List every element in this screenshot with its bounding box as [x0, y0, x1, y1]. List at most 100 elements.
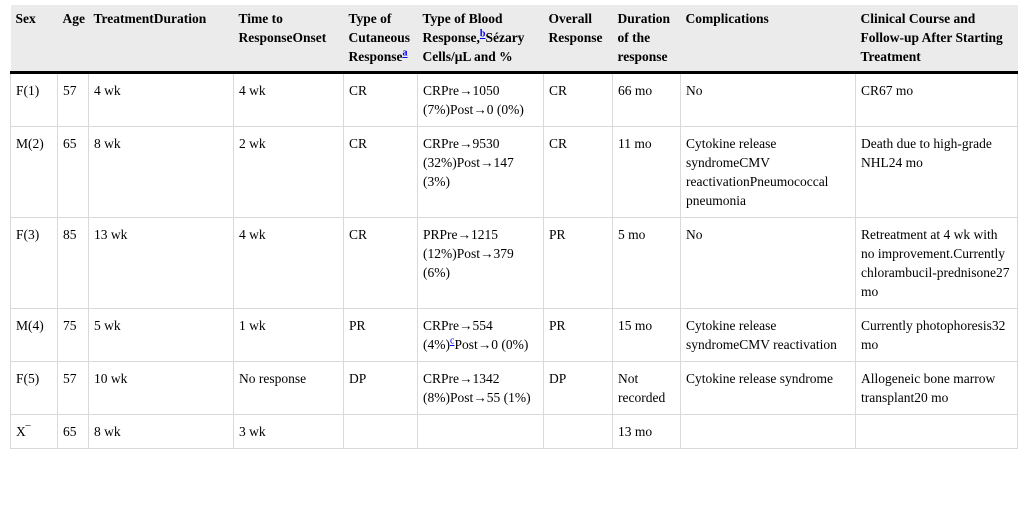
- cell-complications: [680, 414, 856, 449]
- cell-sex: M(2): [10, 126, 58, 218]
- cell-text: DP: [349, 371, 367, 386]
- cell-complications: No: [680, 72, 856, 127]
- cell-text: 3 wk: [239, 424, 266, 439]
- cell-text: 85: [63, 227, 77, 242]
- cell-text: CRPre→1342 (8%)Post→55 (1%): [423, 371, 531, 405]
- column-header-cutaneous-response: Type of Cutaneous Responsea: [343, 5, 418, 74]
- cell-text: F(3): [16, 227, 40, 242]
- cell-blood-response: CRPre→554 (4%)cPost→0 (0%): [417, 308, 544, 362]
- cell-text: 8 wk: [94, 136, 121, 151]
- cell-clinical-course: Retreatment at 4 wk with no improvement.…: [855, 217, 1018, 309]
- column-header-clinical-course: Clinical Course and Follow-up After Star…: [855, 5, 1018, 74]
- cell-text: TreatmentDuration: [93, 11, 207, 26]
- table-row-5: F(5) 57 10 wk No response DP CRPre→1342 (8%)P…: [10, 361, 1018, 415]
- cell-complications: Cytokine release syndromeCMV reactivatio…: [680, 126, 856, 218]
- cell-text: 5 mo: [618, 227, 646, 242]
- cell-text: No response: [239, 371, 307, 386]
- cell-treatment-duration: 4 wk: [88, 72, 234, 127]
- footnote-link-c[interactable]: c: [450, 335, 455, 347]
- cell-text: Age: [62, 11, 86, 26]
- cell-text: 65: [63, 424, 77, 439]
- cell-cutaneous-response: DP: [343, 361, 418, 415]
- document-page: Sex Age TreatmentDuration Time to ResponseO…: [0, 5, 1029, 523]
- cell-overall-response: PR: [543, 308, 613, 362]
- cell-text: 4 wk: [239, 227, 266, 242]
- cell-text: PR: [549, 318, 566, 333]
- cell-response-duration: 66 mo: [612, 72, 681, 127]
- cell-text: Time to ResponseOnset: [238, 11, 327, 45]
- table-row-1: F(1) 57 4 wk 4 wk CR CRPre→1050 (7%)Post→0 (0…: [10, 72, 1018, 127]
- cell-overall-response: [543, 414, 613, 449]
- cell-response-duration: Not recorded: [612, 361, 681, 415]
- cell-clinical-course: Allogeneic bone marrow transplant20 mo: [855, 361, 1018, 415]
- cell-text: CRPre→1050 (7%)Post→0 (0%): [423, 83, 524, 117]
- cell-text: 57: [63, 371, 77, 386]
- cell-text: Sex: [15, 11, 36, 26]
- cell-clinical-course: [855, 414, 1018, 449]
- cell-age: 85: [57, 217, 89, 309]
- column-header-age: Age: [57, 5, 89, 74]
- cell-text: Currently photophoresis32 mo: [861, 318, 1006, 352]
- table-row-2: M(2) 65 8 wk 2 wk CR CRPre→9530 (32%)Post→147…: [10, 126, 1018, 218]
- cell-cutaneous-response: PR: [343, 308, 418, 362]
- cell-cutaneous-response: CR: [343, 126, 418, 218]
- cell-clinical-course: Death due to high-grade NHL24 mo: [855, 126, 1018, 218]
- cell-text: CR: [549, 83, 568, 98]
- cell-text: CRPre→9530 (32%)Post→147 (3%): [423, 136, 514, 189]
- cell-age: 65: [57, 126, 89, 218]
- cell-text: 57: [63, 83, 77, 98]
- cell-blood-response: PRPre→1215 (12%)Post→379 (6%): [417, 217, 544, 309]
- cell-sex: M(4): [10, 308, 58, 362]
- cell-clinical-course: Currently photophoresis32 mo: [855, 308, 1018, 362]
- cell-text: Type of Cutaneous Response: [348, 11, 411, 64]
- cell-text: X‾: [16, 424, 31, 439]
- cell-text: CR: [349, 136, 368, 151]
- cell-blood-response: CRPre→1050 (7%)Post→0 (0%): [417, 72, 544, 127]
- table-row-4: M(4) 75 5 wk 1 wk PR CRPre→554 (4%)cPost→0 (0…: [10, 308, 1018, 362]
- cell-text: 13 wk: [94, 227, 128, 242]
- cell-sex: F(1): [10, 72, 58, 127]
- cell-treatment-duration: 8 wk: [88, 126, 234, 218]
- cell-text: 5 wk: [94, 318, 121, 333]
- column-header-response-duration: Duration of the response: [612, 5, 681, 74]
- table-row-6: X‾ 65 8 wk 3 wk 13 mo: [10, 414, 1018, 449]
- cell-cutaneous-response: CR: [343, 217, 418, 309]
- cell-response-duration: 15 mo: [612, 308, 681, 362]
- cell-text: 75: [63, 318, 77, 333]
- cell-text: 13 mo: [618, 424, 653, 439]
- cell-text: 4 wk: [239, 83, 266, 98]
- cell-cutaneous-response: [343, 414, 418, 449]
- footnote-link-a[interactable]: a: [402, 47, 408, 59]
- cell-overall-response: CR: [543, 72, 613, 127]
- cell-complications: Cytokine release syndromeCMV reactivatio…: [680, 308, 856, 362]
- column-header-overall-response: Overall Response: [543, 5, 613, 74]
- cell-time-to-response-onset: 3 wk: [233, 414, 344, 449]
- cell-blood-response: CRPre→1342 (8%)Post→55 (1%): [417, 361, 544, 415]
- cell-complications: No: [680, 217, 856, 309]
- footnote-link-b[interactable]: b: [479, 28, 486, 40]
- cell-time-to-response-onset: 2 wk: [233, 126, 344, 218]
- column-header-sex: Sex: [10, 5, 58, 74]
- cell-response-duration: 11 mo: [612, 126, 681, 218]
- cell-clinical-course: CR67 mo: [855, 72, 1018, 127]
- cell-text: F(1): [16, 83, 40, 98]
- column-header-complications: Complications: [680, 5, 856, 74]
- cell-text: 65: [63, 136, 77, 151]
- cell-overall-response: DP: [543, 361, 613, 415]
- cell-text: CRPre→554 (4%): [423, 318, 493, 352]
- cell-sex: X‾: [10, 414, 58, 449]
- column-header-treatment-duration: TreatmentDuration: [88, 5, 234, 74]
- cell-time-to-response-onset: 4 wk: [233, 217, 344, 309]
- column-header-time-to-response-onset: Time to ResponseOnset: [233, 5, 344, 74]
- patient-treatment-outcomes-table: Sex Age TreatmentDuration Time to ResponseO…: [10, 5, 1018, 449]
- cell-text: Clinical Course and Follow-up After Star…: [860, 11, 1003, 64]
- cell-time-to-response-onset: 1 wk: [233, 308, 344, 362]
- cell-text: 66 mo: [618, 83, 653, 98]
- cell-text: Retreatment at 4 wk with no improvement.…: [861, 227, 1010, 299]
- cell-time-to-response-onset: No response: [233, 361, 344, 415]
- cell-text: PR: [349, 318, 366, 333]
- cell-text: 2 wk: [239, 136, 266, 151]
- cell-treatment-duration: 13 wk: [88, 217, 234, 309]
- cell-text: CR: [349, 227, 368, 242]
- cell-time-to-response-onset: 4 wk: [233, 72, 344, 127]
